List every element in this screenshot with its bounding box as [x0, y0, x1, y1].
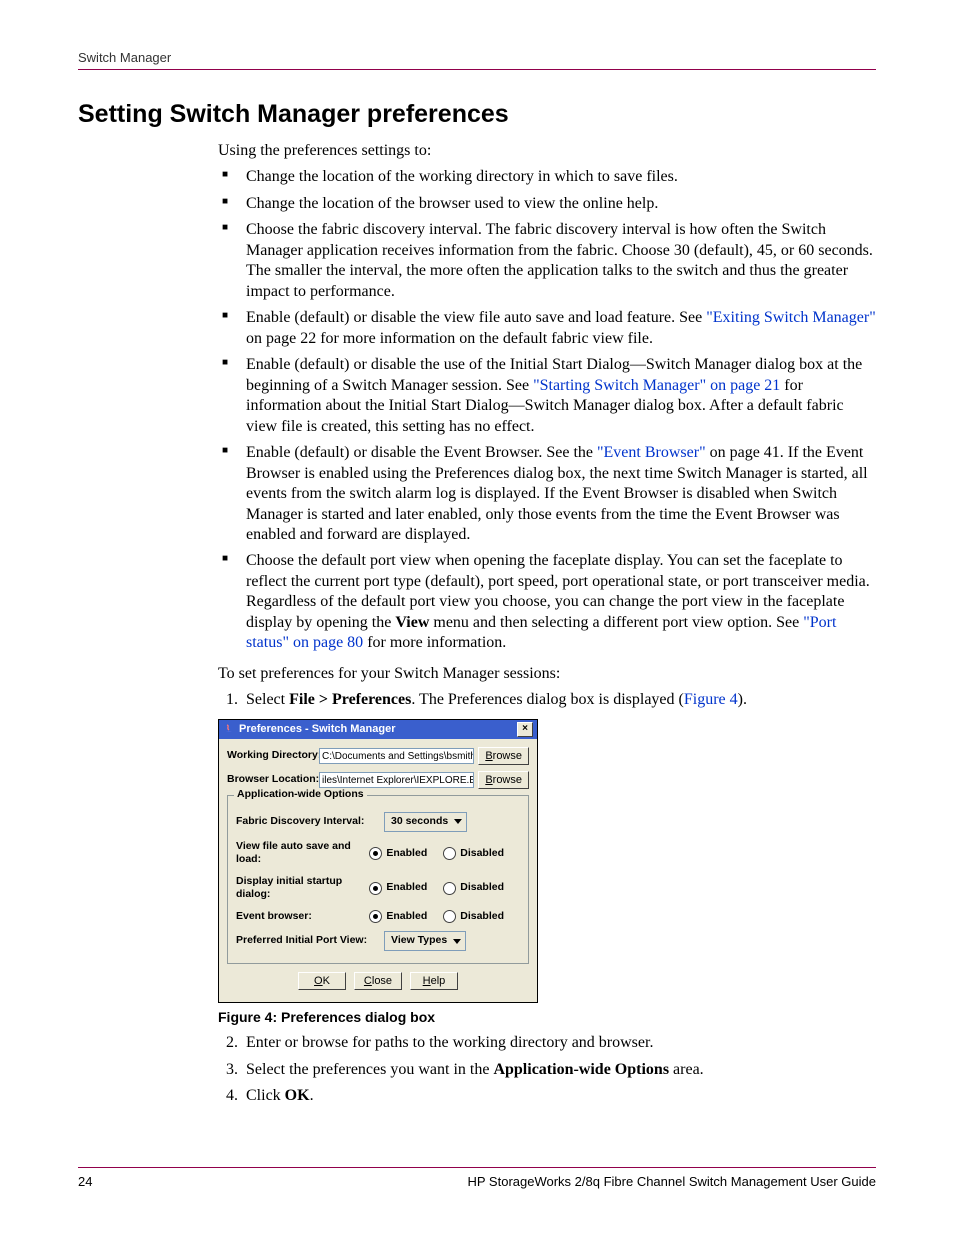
bullet-list: Change the location of the working direc… [218, 167, 876, 653]
port-view-label: Preferred Initial Port View: [236, 934, 384, 947]
java-icon [223, 723, 235, 735]
bold-file-prefs: File > Preferences [289, 691, 411, 708]
link-exiting-switch-manager[interactable]: "Exiting Switch Manager" [706, 309, 875, 326]
dialog-titlebar: Preferences - Switch Manager × [219, 720, 537, 739]
step-item: Click OK. [242, 1086, 876, 1106]
list-item: Enable (default) or disable the use of t… [218, 355, 876, 437]
steps-intro: To set preferences for your Switch Manag… [218, 664, 876, 684]
step-item: Select File > Preferences. The Preferenc… [242, 690, 876, 710]
autosave-disabled-radio[interactable]: Disabled [443, 847, 504, 860]
list-item: Choose the default port view when openin… [218, 551, 876, 653]
running-header: Switch Manager [78, 50, 876, 65]
dialog-title: Preferences - Switch Manager [239, 722, 396, 736]
bold-view: View [395, 614, 429, 631]
browse-button-wd[interactable]: Browse [478, 747, 529, 765]
header-rule [78, 69, 876, 70]
figure-caption: Figure 4: Preferences dialog box [218, 1009, 876, 1027]
link-event-browser[interactable]: "Event Browser" [597, 444, 706, 461]
application-wide-options-group: Application-wide Options Fabric Discover… [227, 795, 529, 964]
fabric-discovery-label: Fabric Discovery Interval: [236, 815, 384, 828]
intro-text: Using the preferences settings to: [218, 141, 876, 161]
list-item: Change the location of the browser used … [218, 194, 876, 214]
steps-list-cont: Enter or browse for paths to the working… [218, 1033, 876, 1106]
working-directory-label: Working Directory: [227, 749, 315, 762]
startup-disabled-radio[interactable]: Disabled [443, 881, 504, 894]
close-icon[interactable]: × [517, 722, 533, 737]
section-title: Setting Switch Manager preferences [78, 100, 876, 129]
step-item: Select the preferences you want in the A… [242, 1060, 876, 1080]
chevron-down-icon [454, 819, 462, 824]
port-view-dropdown[interactable]: View Types [384, 931, 466, 951]
step-item: Enter or browse for paths to the working… [242, 1033, 876, 1053]
chevron-down-icon [453, 939, 461, 944]
autosave-label: View file auto save and load: [236, 840, 369, 867]
page-number: 24 [78, 1174, 92, 1189]
browser-location-label: Browser Location: [227, 773, 315, 786]
steps-list: Select File > Preferences. The Preferenc… [218, 690, 876, 710]
working-directory-input[interactable]: C:\Documents and Settings\bsmith [319, 748, 474, 764]
browser-location-input[interactable]: iles\Internet Explorer\IEXPLORE.EXE [319, 772, 474, 788]
event-disabled-radio[interactable]: Disabled [443, 910, 504, 923]
ok-button[interactable]: OK [298, 972, 346, 990]
link-figure-4[interactable]: Figure 4 [684, 691, 738, 708]
group-title: Application-wide Options [234, 788, 367, 801]
autosave-enabled-radio[interactable]: Enabled [369, 847, 427, 860]
page-footer: 24 HP StorageWorks 2/8q Fibre Channel Sw… [78, 1167, 876, 1189]
bold-ok: OK [285, 1087, 310, 1104]
preferences-dialog: Preferences - Switch Manager × Working D… [218, 719, 538, 1003]
list-item: Choose the fabric discovery interval. Th… [218, 220, 876, 302]
bold-app-wide: Application-wide Options [493, 1061, 669, 1078]
list-item: Enable (default) or disable the view fil… [218, 308, 876, 349]
help-button[interactable]: Help [410, 972, 458, 990]
close-button[interactable]: Close [354, 972, 402, 990]
list-item: Change the location of the working direc… [218, 167, 876, 187]
fabric-discovery-dropdown[interactable]: 30 seconds [384, 812, 467, 832]
link-starting-switch-manager[interactable]: "Starting Switch Manager" on page 21 [533, 377, 780, 394]
event-enabled-radio[interactable]: Enabled [369, 910, 427, 923]
doc-title-footer: HP StorageWorks 2/8q Fibre Channel Switc… [468, 1174, 877, 1189]
startup-dialog-label: Display initial startup dialog: [236, 875, 369, 902]
list-item: Enable (default) or disable the Event Br… [218, 443, 876, 545]
event-browser-label: Event browser: [236, 910, 369, 923]
browse-button-bl[interactable]: Browse [478, 771, 529, 789]
startup-enabled-radio[interactable]: Enabled [369, 881, 427, 894]
